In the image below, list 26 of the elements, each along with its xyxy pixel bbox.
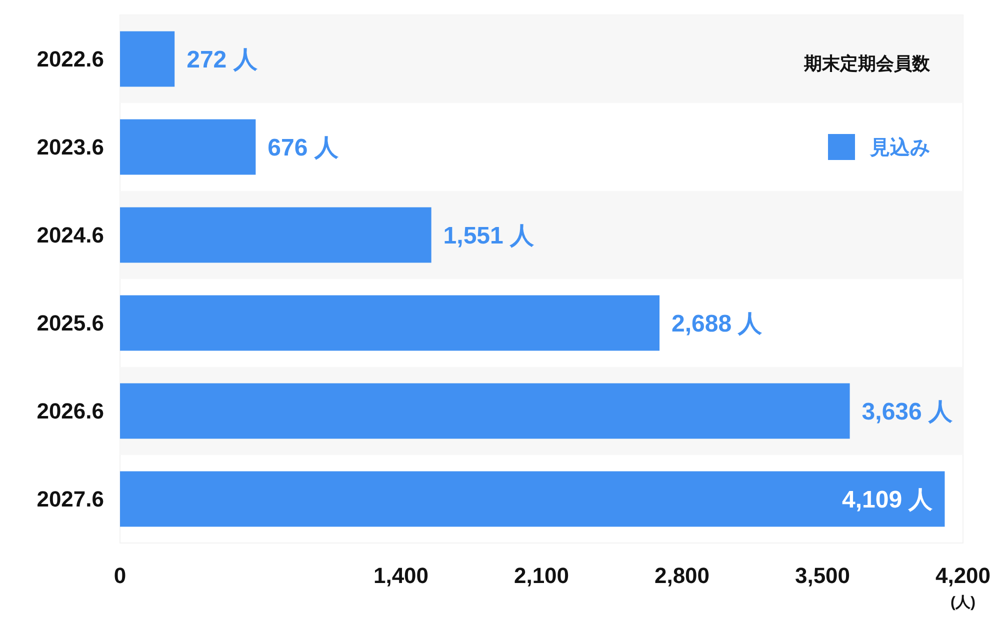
x-tick-label: 4,200	[935, 563, 991, 588]
y-tick-label: 2024.6	[36, 222, 104, 248]
x-axis-title: (人)	[950, 594, 976, 611]
data-label: 3,636 人	[862, 398, 954, 426]
y-tick-label: 2023.6	[36, 134, 104, 160]
x-tick-label: 2,100	[514, 563, 570, 588]
x-tick-label: 1,400	[373, 563, 429, 588]
x-tick-label: 2,800	[654, 563, 710, 588]
x-tick-label: 3,500	[794, 563, 850, 588]
data-label: 2,688 人	[672, 310, 764, 338]
data-label: 676 人	[268, 134, 340, 162]
bar	[120, 119, 256, 175]
bar	[120, 471, 945, 527]
legend-title: 期末定期会員数	[803, 53, 931, 74]
bar	[120, 207, 432, 263]
y-tick-label: 2026.6	[36, 398, 104, 424]
y-tick-label: 2027.6	[36, 486, 104, 512]
data-label: 4,109 人	[842, 486, 934, 514]
data-label: 272 人	[186, 46, 258, 74]
data-label: 1,551 人	[443, 222, 536, 250]
x-tick-label: 0	[114, 563, 126, 588]
y-tick-label: 2025.6	[36, 310, 104, 336]
y-tick-label: 2022.6	[36, 46, 104, 72]
bar	[120, 295, 660, 351]
bar	[120, 31, 175, 87]
legend-label: 見込み	[869, 136, 930, 159]
